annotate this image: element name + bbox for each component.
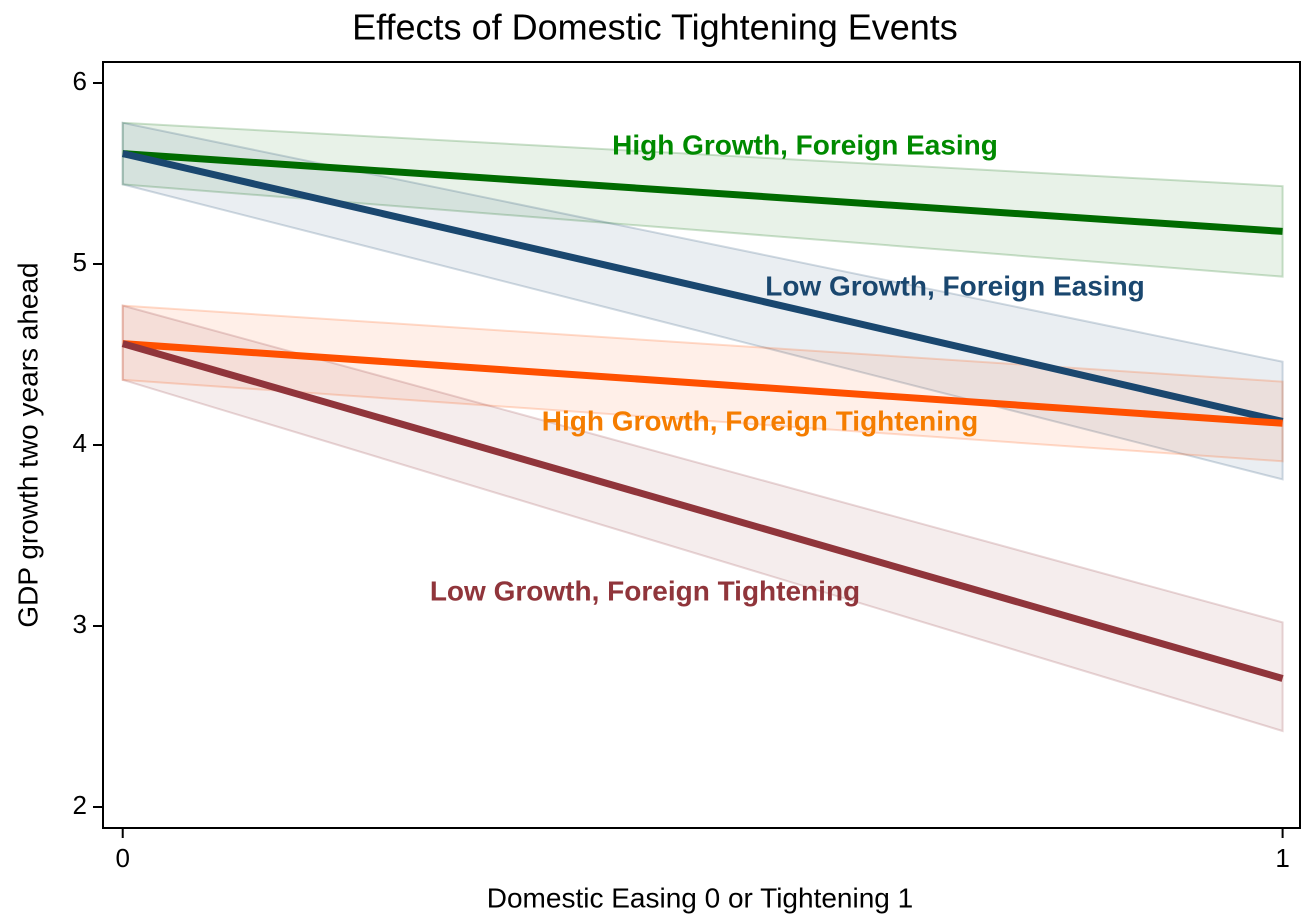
x-tick-label: 1 — [1275, 843, 1289, 873]
chart-title: Effects of Domestic Tightening Events — [352, 7, 958, 48]
y-tick-label: 6 — [73, 66, 87, 96]
x-axis-label: Domestic Easing 0 or Tightening 1 — [487, 882, 913, 913]
confidence-band — [121, 121, 1284, 278]
y-tick-label: 4 — [73, 428, 87, 458]
series-label: Low Growth, Foreign Tightening — [430, 575, 860, 606]
confidence-band — [121, 121, 1284, 481]
series-line — [122, 340, 1283, 427]
y-axis-label: GDP growth two years ahead — [12, 262, 43, 627]
x-tick-label: 0 — [115, 843, 129, 873]
series-line — [121, 340, 1284, 682]
series-line — [121, 150, 1284, 425]
y-tick-label: 5 — [73, 247, 87, 277]
series-label: High Growth, Foreign Tightening — [542, 405, 979, 436]
y-tick-label: 2 — [73, 790, 87, 820]
y-tick-label: 3 — [73, 609, 87, 639]
series-label: Low Growth, Foreign Easing — [765, 270, 1145, 301]
series-label: High Growth, Foreign Easing — [612, 129, 998, 160]
confidence-band — [121, 304, 1284, 733]
series-line — [122, 150, 1283, 235]
